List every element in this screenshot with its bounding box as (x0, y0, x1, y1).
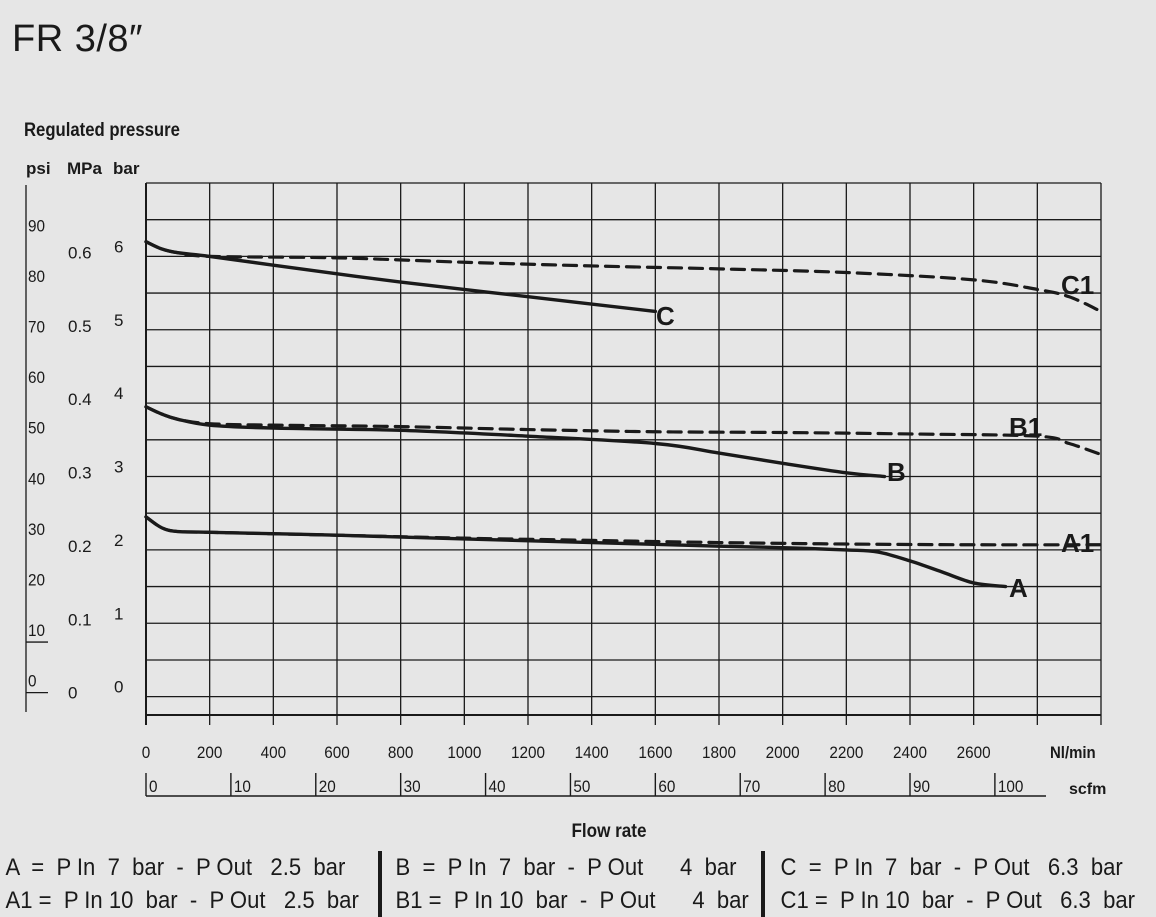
y-tick-label-psi: 40 (28, 470, 45, 489)
y-tick-label-mpa: 0.3 (68, 464, 92, 483)
x-tick-label-scfm: 0 (149, 777, 158, 796)
x-tick-label-scfm: 20 (319, 777, 336, 796)
legend-table: A = P In 7 bar - P Out 2.5 bar A1 = P In… (0, 851, 1156, 917)
y-tick-label-bar: 2 (114, 531, 123, 550)
x-unit-scfm: scfm (1069, 781, 1106, 798)
x-tick-label-nlmin: 1800 (702, 743, 736, 762)
legend-column-c: C = P In 7 bar - P Out 6.3 bar C1 = P In… (765, 851, 1156, 917)
y-unit-bar: bar (113, 159, 140, 178)
x-tick-label-scfm: 70 (743, 777, 760, 796)
y-tick-label-psi: 30 (28, 520, 45, 539)
x-tick-label-nlmin: 2400 (893, 743, 927, 762)
x-tick-label-nlmin: 1000 (447, 743, 481, 762)
y-tick-label-mpa: 0.5 (68, 317, 92, 336)
x-tick-label-scfm: 10 (234, 777, 251, 796)
y-tick-label-mpa: 0.4 (68, 390, 92, 409)
series-label-a: A (1009, 573, 1028, 603)
y-tick-label-psi: 60 (28, 368, 45, 387)
x-tick-label-nlmin: 600 (324, 743, 350, 762)
x-tick-label-scfm: 80 (828, 777, 845, 796)
x-tick-label-nlmin: 400 (261, 743, 287, 762)
y-tick-label-mpa: 0.6 (68, 243, 92, 262)
x-tick-label-nlmin: 2000 (766, 743, 800, 762)
y-tick-label-mpa: 0 (68, 684, 77, 703)
series-line-c1 (144, 240, 1103, 314)
y-tick-label-psi: 0 (28, 672, 37, 691)
y-tick-label-bar: 1 (114, 604, 123, 623)
series-label-a1: A1 (1061, 528, 1094, 558)
series-line-a1 (144, 515, 1103, 547)
y-unit-psi: psi (26, 159, 51, 178)
series-line-a (144, 515, 1008, 589)
y-tick-label-psi: 20 (28, 571, 45, 590)
legend-column-b: B = P In 7 bar - P Out 4 bar B1 = P In 1… (382, 851, 765, 917)
series-label-b1: B1 (1009, 412, 1042, 442)
x-tick-label-nlmin: 2600 (957, 743, 991, 762)
x-tick-label-scfm: 40 (489, 777, 506, 796)
y-tick-label-bar: 3 (114, 458, 123, 477)
y-tick-label-bar: 4 (114, 384, 123, 403)
y-tick-label-bar: 0 (114, 678, 123, 697)
x-tick-label-scfm: 50 (573, 777, 590, 796)
legend-entry-c1: C1 = P In 10 bar - P Out 6.3 bar (780, 886, 1136, 914)
y-tick-label-bar: 6 (114, 237, 123, 256)
y-tick-label-psi: 70 (28, 318, 45, 337)
legend-entry-b: B = P In 7 bar - P Out 4 bar (395, 853, 737, 881)
x-tick-label-scfm: 90 (913, 777, 930, 796)
series-line-b1 (144, 405, 1103, 457)
x-tick-label-nlmin: 200 (197, 743, 223, 762)
series-label-c1: C1 (1061, 270, 1094, 300)
y-axis-title: Regulated pressure (24, 119, 180, 140)
legend-column-a: A = P In 7 bar - P Out 2.5 bar A1 = P In… (0, 851, 382, 917)
page-title: FR 3/8″ (12, 18, 143, 60)
x-tick-label-nlmin: 2200 (829, 743, 863, 762)
y-tick-label-mpa: 0.1 (68, 610, 92, 629)
x-tick-label-nlmin: 0 (142, 743, 151, 762)
x-tick-label-scfm: 100 (998, 777, 1024, 796)
y-tick-label-bar: 5 (114, 311, 123, 330)
x-tick-label-scfm: 60 (658, 777, 675, 796)
y-tick-label-mpa: 0.2 (68, 537, 92, 556)
legend-entry-a1: A1 = P In 10 bar - P Out 2.5 bar (5, 886, 359, 914)
legend-entry-b1: B1 = P In 10 bar - P Out 4 bar (395, 886, 749, 914)
x-tick-label-scfm: 30 (404, 777, 421, 796)
x-tick-label-nlmin: 1400 (575, 743, 609, 762)
y-tick-label-psi: 50 (28, 419, 45, 438)
x-axis-title: Flow rate (571, 820, 646, 841)
series-line-b (144, 405, 887, 479)
y-tick-label-psi: 90 (28, 217, 45, 236)
y-tick-label-psi: 10 (28, 621, 45, 640)
series-label-c: C (656, 301, 675, 331)
legend-entry-a: A = P In 7 bar - P Out 2.5 bar (5, 853, 346, 881)
x-tick-label-nlmin: 1200 (511, 743, 545, 762)
x-tick-label-nlmin: 1600 (638, 743, 672, 762)
x-unit-nlmin: Nl/min (1050, 744, 1096, 762)
x-tick-label-nlmin: 800 (388, 743, 414, 762)
series-label-b: B (887, 457, 906, 487)
y-unit-mpa: MPa (67, 159, 103, 178)
y-tick-label-psi: 80 (28, 267, 45, 286)
legend-entry-c: C = P In 7 bar - P Out 6.3 bar (780, 853, 1123, 881)
